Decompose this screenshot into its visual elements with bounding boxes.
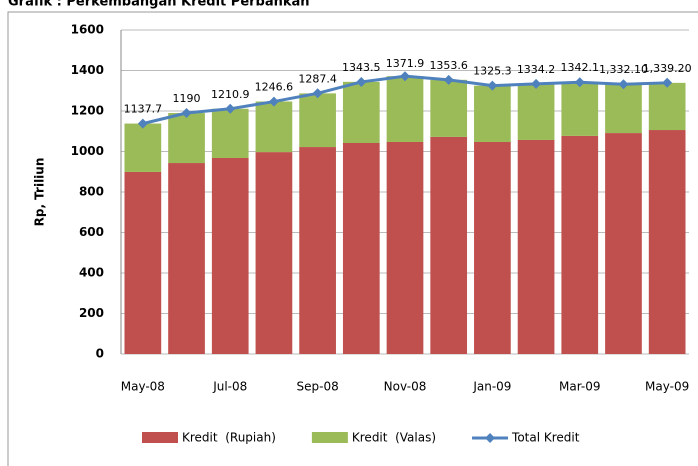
y-tick-label: 600 — [79, 225, 104, 239]
bar — [299, 147, 336, 354]
bar — [474, 141, 511, 354]
marker — [662, 77, 673, 88]
x-tick-label: Sep-08 — [297, 380, 339, 394]
x-tick-label: May-08 — [121, 380, 165, 394]
marker — [225, 103, 236, 114]
bar — [124, 171, 162, 354]
x-tick-label: May-09 — [645, 380, 689, 394]
bar — [648, 130, 686, 354]
bar — [430, 136, 468, 354]
y-tick-label: 1400 — [71, 63, 104, 77]
bar — [517, 139, 555, 354]
marker — [531, 78, 542, 89]
legend-swatch — [142, 432, 178, 443]
data-label: 1334.2 — [517, 63, 556, 76]
bar — [474, 85, 511, 142]
x-tick-label: Mar-09 — [559, 380, 600, 394]
bar — [168, 163, 205, 354]
bar — [561, 135, 599, 354]
bar — [430, 79, 468, 137]
bar — [168, 113, 205, 164]
data-label: 1343.5 — [342, 61, 381, 74]
bar — [342, 142, 380, 354]
y-tick-label: 200 — [79, 306, 104, 320]
marker — [312, 88, 323, 99]
bar — [211, 157, 249, 354]
data-label: 1287.4 — [298, 72, 337, 85]
bar — [605, 133, 642, 354]
x-tick-label: Jul-08 — [212, 380, 247, 394]
data-label: 1342.1 — [561, 61, 600, 74]
marker — [487, 80, 498, 91]
data-label: 1137.7 — [124, 103, 163, 116]
data-label: 1325.3 — [473, 65, 512, 78]
marker — [137, 118, 148, 129]
y-tick-label: 1000 — [71, 144, 104, 158]
x-tick-label: Jan-09 — [472, 380, 511, 394]
legend-label: Kredit (Valas) — [352, 431, 436, 445]
bar — [386, 76, 424, 142]
legend-marker — [485, 433, 496, 443]
y-tick-label: 0 — [96, 347, 104, 361]
bar — [124, 123, 162, 172]
marker — [400, 71, 410, 82]
bar — [561, 82, 599, 136]
marker — [574, 77, 585, 88]
y-tick-label: 800 — [79, 185, 104, 199]
y-tick-label: 1200 — [71, 104, 104, 118]
y-tick-label: 400 — [79, 266, 104, 280]
data-label: 1371.9 — [386, 57, 425, 70]
bar — [517, 83, 555, 140]
marker — [181, 108, 192, 119]
marker — [356, 76, 367, 87]
data-label: 1,339.20 — [643, 62, 692, 75]
x-tick-label: Nov-08 — [384, 380, 427, 394]
legend-label: Total Kredit — [511, 431, 580, 445]
marker — [268, 96, 279, 107]
bar — [211, 108, 249, 158]
data-label: 1210.9 — [211, 88, 250, 101]
data-label: 1246.6 — [255, 81, 294, 94]
bar — [299, 93, 336, 148]
bar — [342, 81, 380, 143]
data-label: 1,332.10 — [599, 63, 648, 76]
marker — [443, 74, 454, 85]
bar — [605, 84, 642, 134]
y-axis-label: Rp, Triliun — [33, 158, 47, 227]
bar — [255, 152, 293, 354]
chart-title: Grafik : Perkembangan Kredit Perbankan — [8, 0, 310, 10]
bar — [648, 82, 686, 131]
data-label: 1190 — [173, 92, 201, 105]
chart-frame — [7, 11, 698, 466]
y-tick-label: 1600 — [71, 23, 104, 37]
bar — [255, 101, 293, 153]
legend-swatch — [311, 432, 348, 443]
legend-label: Kredit (Rupiah) — [182, 431, 276, 445]
bar — [386, 141, 424, 354]
marker — [618, 79, 629, 90]
data-label: 1353.6 — [429, 59, 468, 72]
